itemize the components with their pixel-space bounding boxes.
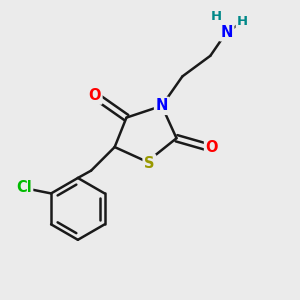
Text: H: H bbox=[237, 15, 248, 28]
Text: H: H bbox=[211, 10, 222, 22]
Text: S: S bbox=[144, 156, 155, 171]
Text: Cl: Cl bbox=[16, 180, 32, 195]
Text: N: N bbox=[156, 98, 168, 113]
Text: N: N bbox=[220, 25, 233, 40]
Text: O: O bbox=[88, 88, 101, 103]
Text: O: O bbox=[206, 140, 218, 154]
